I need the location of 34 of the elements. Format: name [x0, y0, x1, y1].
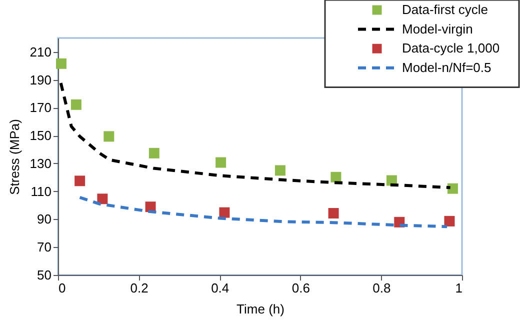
legend-label: Data-cycle 1,000 — [402, 40, 500, 56]
y-tick-label: 170 — [30, 100, 52, 116]
x-tick-label: 0.6 — [292, 280, 310, 296]
point — [74, 176, 86, 186]
legend-label: Model-virgin — [402, 21, 473, 36]
y-tick-label: 150 — [30, 128, 52, 144]
y-tick-label: 110 — [30, 184, 52, 199]
point — [219, 207, 230, 218]
y-tick-label: 50 — [37, 268, 52, 282]
point — [148, 148, 160, 158]
legend-label: Data-first cycle — [402, 2, 488, 17]
point — [328, 208, 339, 218]
x-tick-label: 0.8 — [372, 280, 391, 296]
x-tick-label: 0 — [58, 280, 66, 296]
point — [216, 157, 226, 168]
point — [70, 99, 82, 110]
point — [444, 216, 455, 226]
point — [56, 58, 66, 69]
legend-label: Model-n/Nf=0.5 — [402, 60, 492, 75]
y-tick-label: 210 — [30, 44, 52, 60]
x-axis-title: Time (h) — [236, 302, 284, 316]
y-tick-label: 190 — [30, 72, 52, 88]
y-tick-label: 90 — [37, 212, 52, 227]
y-axis-title: Stress (MPa) — [6, 119, 22, 195]
point — [447, 183, 458, 194]
x-tick-label: 0.4 — [211, 280, 230, 296]
x-tick-label: 0.2 — [130, 280, 148, 296]
point — [274, 165, 286, 176]
point — [330, 172, 342, 182]
y-tick-label: 130 — [30, 156, 52, 171]
y-tick-label: 70 — [37, 240, 52, 255]
point — [97, 194, 108, 204]
x-tick-label: 1 — [455, 280, 462, 296]
point — [104, 131, 114, 142]
